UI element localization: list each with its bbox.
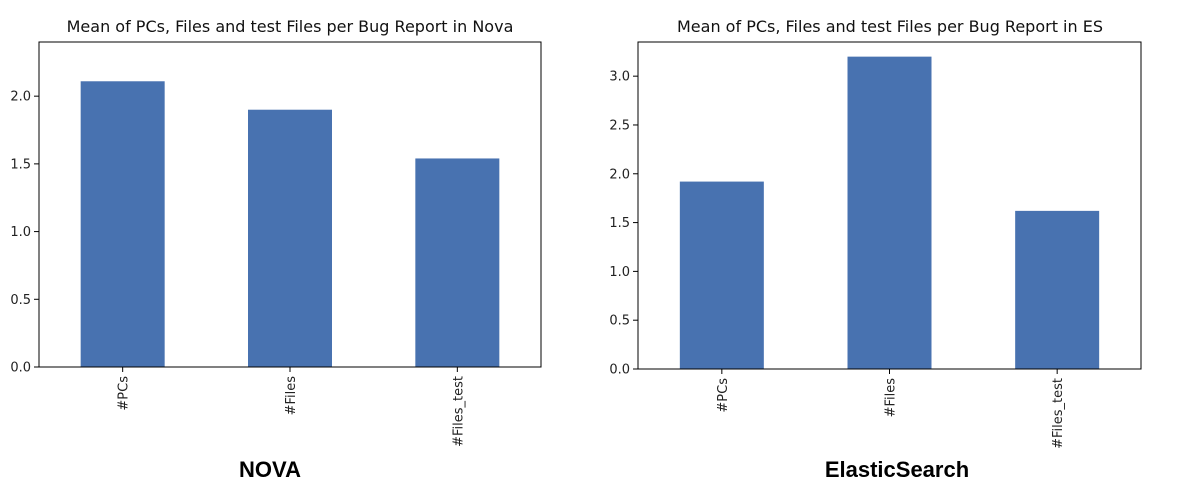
y-tick-label: 1.5 (10, 157, 31, 172)
y-tick-label: 1.5 (609, 216, 630, 231)
x-tick-label: #PCs (716, 378, 731, 413)
y-tick-label: 1.0 (10, 225, 31, 240)
chart-title: Mean of PCs, Files and test Files per Bu… (677, 17, 1103, 36)
y-tick-label: 2.5 (609, 118, 630, 133)
chart-caption: NOVA (239, 457, 301, 482)
bar-1 (248, 109, 332, 367)
chart-1: Mean of PCs, Files and test Files per Bu… (609, 17, 1142, 482)
bar-0 (679, 181, 764, 369)
x-tick-label: #Files_test (451, 376, 466, 447)
bar-1 (847, 56, 932, 370)
bar-0 (80, 81, 165, 367)
x-tick-label: #PCs (117, 376, 132, 411)
bar-2 (415, 158, 500, 367)
chart-title: Mean of PCs, Files and test Files per Bu… (67, 17, 514, 36)
y-tick-label: 2.0 (609, 167, 630, 182)
y-tick-label: 2.0 (10, 90, 31, 105)
y-tick-label: 0.5 (10, 293, 31, 308)
chart-caption: ElasticSearch (825, 457, 969, 482)
x-tick-label: #Files (284, 376, 299, 416)
y-tick-label: 0.0 (609, 363, 630, 378)
x-tick-label: #Files_test (1051, 378, 1066, 449)
y-tick-label: 3.0 (609, 70, 630, 85)
x-tick-label: #Files (884, 378, 899, 418)
chart-0: Mean of PCs, Files and test Files per Bu… (10, 17, 542, 482)
y-tick-label: 1.0 (609, 265, 630, 280)
bar-2 (1015, 210, 1100, 369)
y-tick-label: 0.5 (609, 314, 630, 329)
y-tick-label: 0.0 (10, 361, 31, 376)
